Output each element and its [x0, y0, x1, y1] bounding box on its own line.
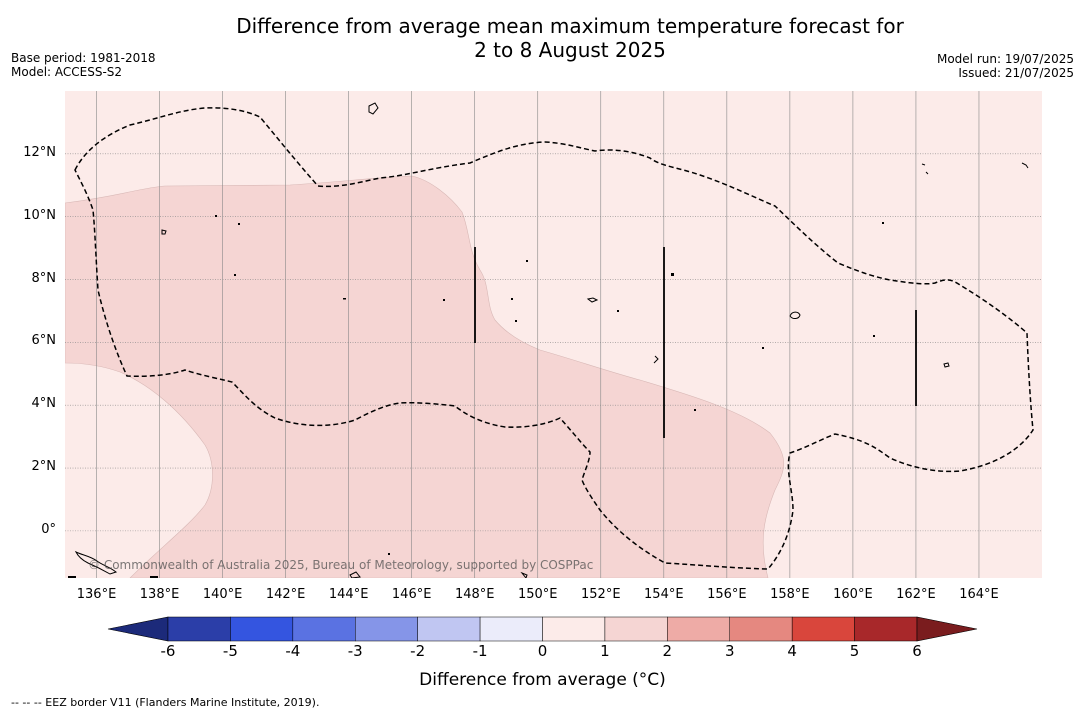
longitude-tick-label: 156°E: [707, 587, 747, 602]
colorbar-label: Difference from average (°C): [419, 670, 666, 690]
meta-right: Model run: 19/07/2025 Issued: 21/07/2025: [937, 52, 1074, 80]
title-line-1: Difference from average mean maximum tem…: [236, 14, 904, 38]
latitude-tick-label: 12°N: [23, 144, 56, 160]
colorbar-segment: [604, 616, 668, 642]
longitude-tick-label: 162°E: [896, 587, 936, 602]
colorbar-segment: [854, 616, 918, 642]
meta-left: Base period: 1981-2018 Model: ACCESS-S2: [11, 51, 156, 79]
colorbar-tick-label: 4: [787, 642, 797, 660]
colorbar-tick-label: -3: [347, 642, 363, 660]
longitude-tick-label: 160°E: [833, 587, 873, 602]
latitude-tick-label: 8°N: [31, 270, 57, 286]
colorbar-segment: [667, 616, 730, 642]
longitude-tick-label: 138°E: [139, 587, 180, 602]
colorbar-segment: [355, 616, 418, 642]
latitude-tick-label: 2°N: [31, 459, 57, 475]
longitude-tick-label: 158°E: [770, 587, 810, 602]
map-title: Difference from average mean maximum tem…: [150, 14, 990, 62]
coastlines: [74, 102, 1029, 578]
base-period-text: Base period: 1981-2018: [11, 51, 156, 65]
colorbar-tick-label: 1: [600, 642, 610, 660]
latitude-tick-label: 0°: [41, 521, 56, 537]
longitude-tick-label: 136°E: [76, 587, 117, 602]
colorbar-segment: [729, 616, 793, 642]
colorbar-tick-label: 2: [662, 642, 673, 660]
title-line-2: 2 to 8 August 2025: [474, 38, 666, 62]
colorbar-under-arrow: [107, 616, 169, 642]
colorbar-tick-label: -2: [410, 642, 426, 660]
colorbar-tick-label: 0: [537, 642, 548, 660]
colorbar-segment: [791, 616, 855, 642]
colorbar-segment: [167, 616, 231, 642]
colorbar-tick-label: 3: [724, 642, 735, 660]
eez-tripoint-lines: [474, 247, 917, 438]
longitude-tick-label: 148°E: [454, 587, 495, 602]
anomaly-region-1-to-2: [65, 175, 784, 578]
latitude-tick-label: 10°N: [23, 207, 56, 223]
model-run-text: Model run: 19/07/2025: [936, 52, 1074, 66]
latitude-tick-label: 4°N: [31, 396, 57, 412]
colorbar-over-arrow: [916, 616, 978, 642]
longitude-tick-label: 150°E: [517, 587, 558, 602]
longitude-tick-label: 146°E: [391, 587, 432, 602]
colorbar-tick-label: -6: [160, 642, 176, 660]
colorbar-segment: [417, 616, 481, 642]
colorbar-tick-label: -4: [285, 642, 301, 660]
longitude-tick-label: 140°E: [202, 587, 243, 602]
model-text: Model: ACCESS-S2: [11, 65, 123, 79]
colorbar-tick-label: -1: [472, 642, 488, 660]
footnote: -- -- -- EEZ border V11 (Flanders Marine…: [11, 696, 320, 709]
colorbar-tick-label: 6: [912, 642, 922, 660]
colorbar-segment: [292, 616, 356, 642]
colorbar-tick-label: -5: [222, 642, 238, 660]
copyright-text: © Commonwealth of Australia 2025, Bureau…: [88, 558, 594, 572]
eez-border: [74, 107, 1034, 570]
latitude-tick-label: 6°N: [31, 333, 57, 349]
longitude-tick-label: 144°E: [328, 587, 369, 602]
issued-text: Issued: 21/07/2025: [958, 66, 1074, 80]
colorbar-segment: [542, 616, 606, 642]
colorbar-tick-label: 5: [849, 642, 860, 660]
small-islands: [68, 215, 884, 578]
colorbar-segment: [230, 616, 294, 642]
colorbar-segment: [479, 616, 543, 642]
longitude-tick-label: 142°E: [265, 587, 306, 602]
longitude-tick-label: 154°E: [644, 587, 684, 602]
colorbar: [107, 616, 978, 642]
longitude-tick-label: 164°E: [959, 587, 999, 602]
longitude-tick-label: 152°E: [581, 587, 621, 602]
